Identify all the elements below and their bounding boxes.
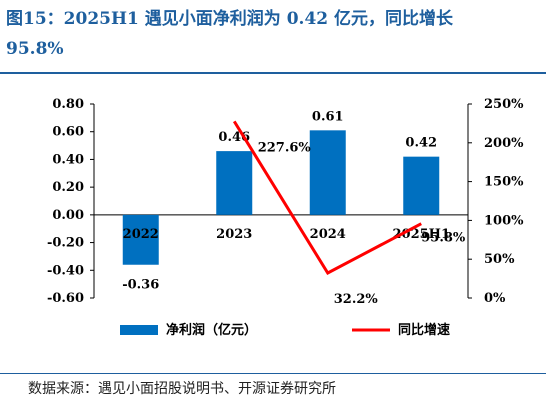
y-left-tick-label: 0.80 [52, 97, 84, 112]
x-tick-label: 2023 [216, 227, 252, 242]
y-left-tick-label: -0.20 [47, 236, 84, 251]
y-left-tick-label: 0.60 [52, 125, 84, 140]
profit-chart: 0.80 0.60 0.40 0.20 0.00 -0.20 -0.40 -0.60 250% 2… [47, 97, 524, 338]
legend-label-bar: 净利润（亿元） [166, 322, 257, 338]
line-data-label: 32.2% [334, 292, 379, 307]
legend-swatch-bar [120, 325, 158, 335]
bar [403, 156, 440, 215]
bar-data-label: -0.36 [122, 278, 159, 293]
y-right-tick-label: 100% [484, 213, 524, 228]
chart-title: 图15：2025H1 遇见小面净利润为 0.42 亿元，同比增长 95.8% [6, 4, 542, 64]
bar-data-label: 0.42 [405, 136, 437, 151]
x-tick-label: 2022 [123, 227, 159, 242]
bar [216, 151, 253, 215]
y-left-tick-label: 0.00 [52, 208, 84, 223]
y-right-tick-label: 50% [484, 252, 515, 267]
bar [122, 214, 159, 265]
legend-label-line: 同比增速 [398, 322, 450, 338]
chart-title-line-2: 95.8% [6, 39, 64, 59]
y-left-tick-label: -0.60 [47, 291, 84, 306]
x-tick-label: 2024 [310, 227, 346, 242]
y-right-tick-label: 150% [484, 175, 524, 190]
chart-title-line-1: 图15：2025H1 遇见小面净利润为 0.42 亿元，同比增长 [6, 9, 454, 29]
y-right-tick-label: 200% [484, 136, 524, 151]
line-data-label: 95.8% [421, 231, 466, 246]
y-left-tick-label: -0.40 [47, 263, 84, 278]
bar [309, 130, 346, 215]
title-divider [0, 72, 546, 74]
growth-line [232, 120, 422, 275]
y-right-tick-label: 0% [484, 291, 506, 306]
y-right-tick-label: 250% [484, 97, 524, 112]
line-data-label: 227.6% [258, 140, 312, 155]
bar-data-label: 0.61 [312, 109, 344, 124]
y-left-tick-label: 0.40 [52, 152, 84, 167]
y-left-tick-label: 0.20 [52, 180, 84, 195]
source-note: 数据来源：遇见小面招股说明书、开源证券研究所 [28, 381, 336, 397]
source-divider [0, 373, 546, 374]
